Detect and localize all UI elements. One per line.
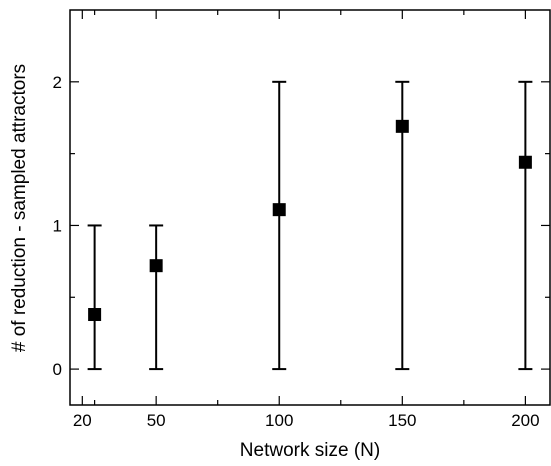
x-tick-label: 150 (388, 411, 416, 430)
data-points (88, 119, 532, 322)
x-tick-label: 20 (73, 411, 92, 430)
ticks (70, 10, 550, 405)
y-tick-label: 1 (53, 216, 62, 235)
error-bars (87, 80, 533, 371)
data-point (395, 119, 409, 133)
x-tick-label: 100 (265, 411, 293, 430)
data-point (518, 155, 532, 169)
x-axis-label: Network size (N) (240, 440, 380, 461)
data-point (149, 259, 163, 273)
x-tick-label: 50 (147, 411, 166, 430)
data-point (272, 203, 286, 217)
x-tick-label: 200 (511, 411, 539, 430)
y-axis-label: # of reduction - sampled attractors (9, 64, 30, 352)
tick-labels: 20 50 100 150 200 0 1 2 (53, 73, 540, 430)
plot-frame (69, 9, 551, 406)
y-tick-label: 2 (53, 73, 62, 92)
data-point (88, 308, 102, 322)
y-tick-label: 0 (53, 360, 62, 379)
